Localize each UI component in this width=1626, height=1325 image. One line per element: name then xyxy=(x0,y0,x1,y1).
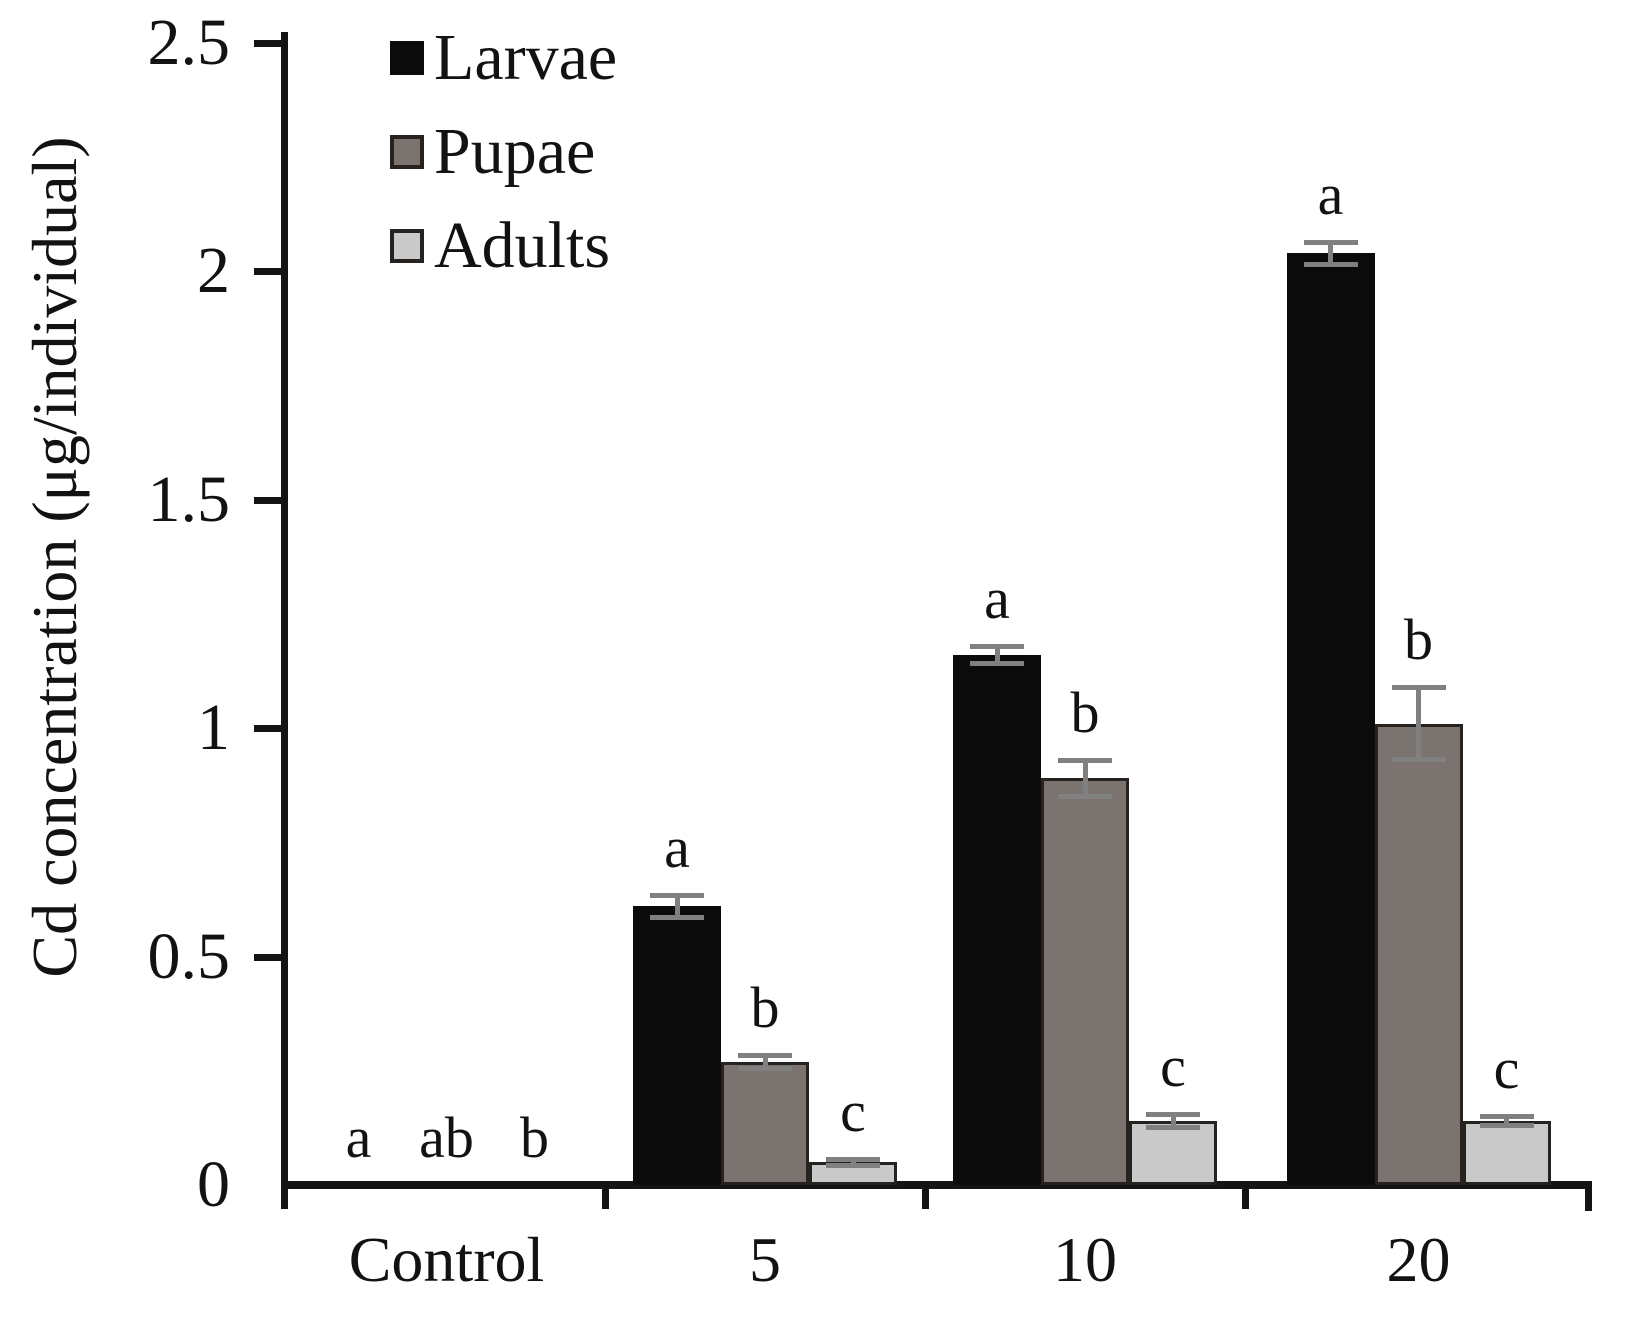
error-bar-stem xyxy=(1504,1116,1509,1126)
legend-item-larvae: Larvae xyxy=(390,24,617,92)
error-bar-cap xyxy=(1479,1122,1534,1128)
error-bar-stem xyxy=(850,1158,856,1166)
significance-letter: c xyxy=(1493,1036,1520,1102)
significance-letter: a xyxy=(345,1105,372,1170)
significance-letter: b xyxy=(520,1105,549,1170)
y-axis-line xyxy=(281,32,288,1209)
y-tick-mark xyxy=(254,40,281,47)
significance-letter: b xyxy=(750,974,780,1040)
error-bar-cap xyxy=(1058,793,1112,799)
bar-pupae-20 xyxy=(1374,723,1463,1185)
significance-letter: c xyxy=(1160,1034,1186,1100)
x-tick-mark xyxy=(602,1185,609,1209)
error-bar-cap xyxy=(650,914,704,920)
error-bar-stem xyxy=(762,1054,768,1069)
y-tick-mark xyxy=(254,496,281,504)
error-bar-cap xyxy=(738,1065,792,1071)
bar-adults-10 xyxy=(1129,1121,1217,1185)
error-bar-stem xyxy=(994,645,1000,665)
significance-letter: b xyxy=(1404,607,1433,673)
y-axis-title: Cd concentration (μg/individual) xyxy=(19,136,90,978)
error-bar-cap xyxy=(970,643,1024,649)
significance-letter: b xyxy=(1070,680,1100,746)
y-tick-label: 1 xyxy=(197,691,230,765)
legend-swatch-larvae xyxy=(390,41,424,75)
legend-label: Larvae xyxy=(434,21,618,94)
error-bar-stem xyxy=(1170,1114,1176,1128)
error-bar-stem xyxy=(1416,687,1421,761)
bar-pupae-5 xyxy=(721,1061,809,1185)
significance-letter: a xyxy=(984,565,1010,631)
bar-pupae-10 xyxy=(1041,778,1129,1185)
legend: Larvae Pupae Adults xyxy=(390,24,617,280)
legend-item-adults: Adults xyxy=(390,212,617,280)
error-bar-stem xyxy=(1328,241,1333,265)
error-bar-cap xyxy=(1391,757,1446,763)
legend-item-pupae: Pupae xyxy=(390,118,617,186)
error-bar-cap xyxy=(1058,758,1112,764)
y-tick-label: 2 xyxy=(197,234,230,308)
bar-larvae-20 xyxy=(1286,253,1375,1185)
y-tick-mark xyxy=(254,953,281,961)
y-tick-label: 0.5 xyxy=(147,919,231,993)
error-bar-cap xyxy=(1479,1114,1534,1120)
x-axis-line xyxy=(281,1181,1592,1189)
error-bar-cap xyxy=(1146,1112,1200,1118)
error-bar-cap xyxy=(650,892,704,898)
error-bar-cap xyxy=(738,1052,792,1058)
legend-swatch-pupae xyxy=(390,135,424,169)
legend-swatch-adults xyxy=(390,229,424,263)
significance-letter: c xyxy=(840,1078,866,1144)
error-bar-cap xyxy=(1146,1124,1200,1130)
error-bar-cap xyxy=(1303,261,1358,267)
error-bar-cap xyxy=(826,1156,880,1162)
y-tick-label: 0 xyxy=(197,1148,230,1221)
legend-label: Pupae xyxy=(434,115,596,188)
error-bar-stem xyxy=(1082,760,1088,797)
x-tick-mark xyxy=(1242,1185,1249,1209)
x-axis-category-label: 20 xyxy=(1386,1224,1451,1295)
error-bar-cap xyxy=(1391,685,1446,691)
significance-letter: ab xyxy=(419,1105,474,1170)
bar-adults-20 xyxy=(1462,1121,1551,1185)
x-axis-category-label: Control xyxy=(348,1224,545,1295)
error-bar-cap xyxy=(970,661,1024,667)
bar-larvae-10 xyxy=(953,655,1041,1185)
x-tick-mark xyxy=(922,1185,929,1209)
legend-label: Adults xyxy=(434,209,611,282)
significance-letter: a xyxy=(664,814,690,880)
bar-larvae-5 xyxy=(633,906,721,1185)
y-tick-label: 2.5 xyxy=(147,6,231,79)
y-tick-mark xyxy=(254,268,281,276)
x-axis-category-label: 10 xyxy=(1053,1224,1117,1295)
error-bar-stem xyxy=(674,894,680,918)
x-tick-mark xyxy=(1585,1185,1592,1211)
x-axis-category-label: 5 xyxy=(749,1224,781,1295)
y-tick-label: 1.5 xyxy=(147,462,231,536)
error-bar-cap xyxy=(826,1162,880,1168)
error-bar-cap xyxy=(1303,239,1358,245)
y-tick-mark xyxy=(254,725,281,733)
significance-letter: a xyxy=(1317,161,1344,227)
